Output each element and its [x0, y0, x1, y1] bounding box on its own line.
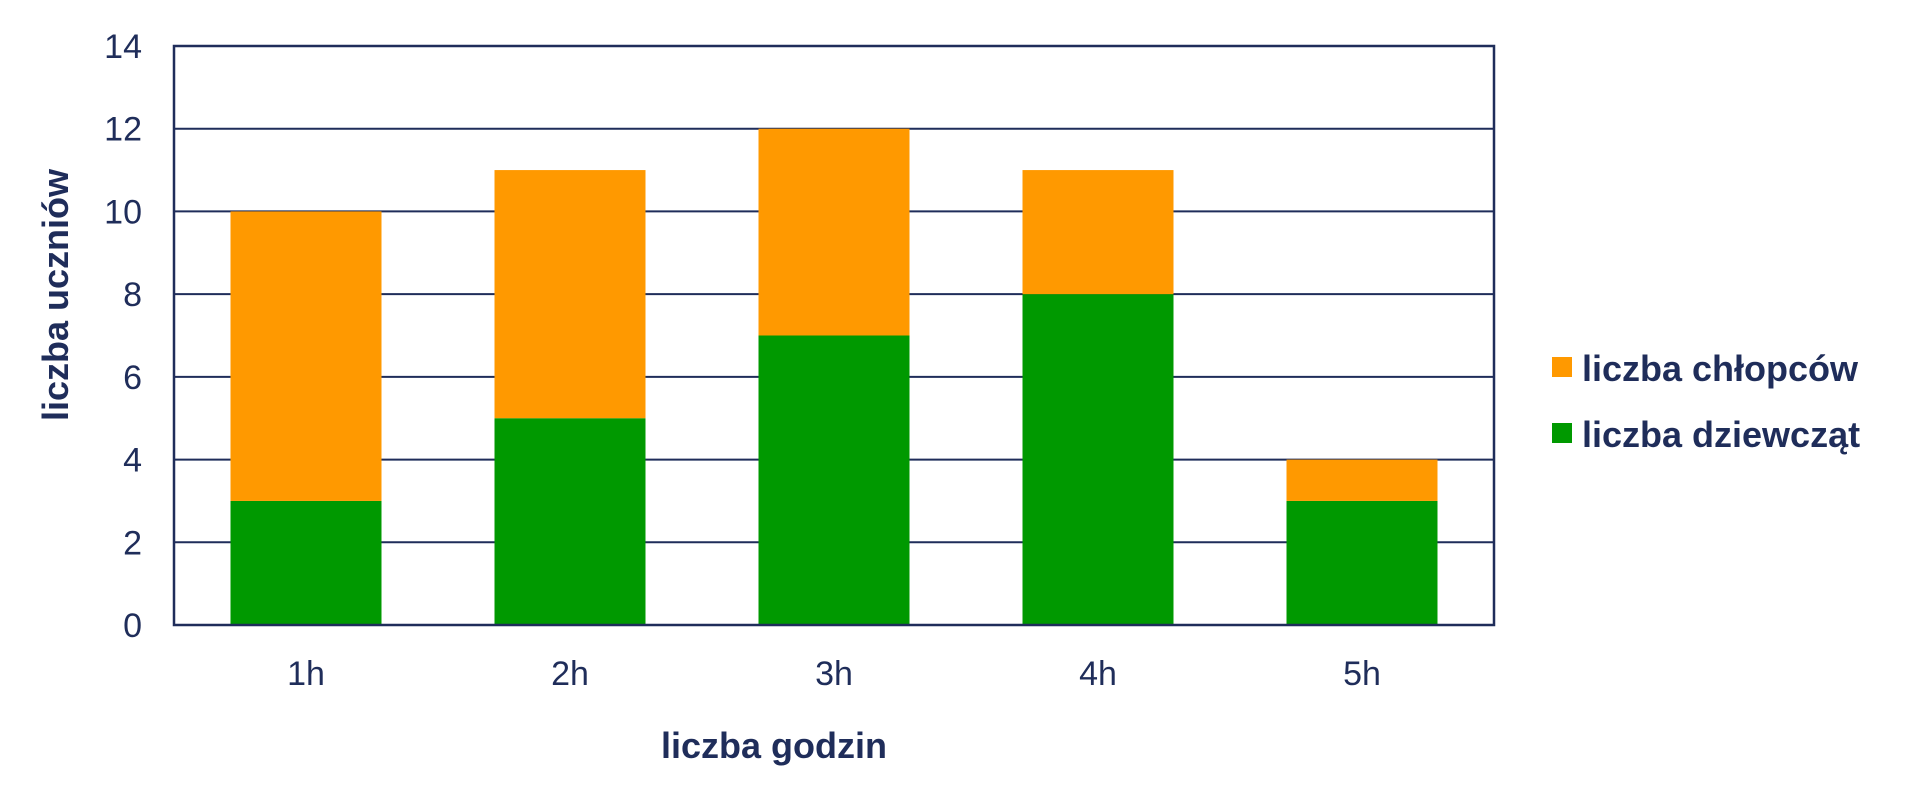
bar-5h-chlopcow: [1286, 459, 1438, 501]
bar-1h-dziewczat: [230, 500, 382, 625]
legend: liczba chłopców liczba dziewcząt: [1552, 348, 1860, 455]
y-tick-label: 8: [123, 276, 142, 314]
x-tick-label: 5h: [1343, 655, 1381, 693]
y-tick-labels: 0 2 4 6 8 10 12 14: [104, 28, 142, 645]
legend-label-chlopcow: liczba chłopców: [1582, 348, 1859, 389]
y-tick-label: 10: [104, 193, 142, 231]
x-tick-label: 1h: [287, 655, 325, 693]
y-tick-label: 2: [123, 524, 142, 562]
y-tick-label: 4: [123, 442, 142, 480]
legend-swatch-dziewczat: [1552, 423, 1572, 443]
plot-frame: [172, 44, 1496, 627]
x-tick-label: 3h: [815, 655, 853, 693]
legend-label-dziewczat: liczba dziewcząt: [1582, 414, 1860, 455]
y-tick-label: 14: [104, 28, 142, 66]
bar-4h-chlopcow: [1022, 170, 1174, 295]
bars: [230, 128, 1438, 625]
bar-1h-chlopcow: [230, 211, 382, 501]
bar-2h-chlopcow: [494, 170, 646, 419]
y-tick-label: 0: [123, 607, 142, 645]
x-tick-labels: 1h 2h 3h 4h 5h: [287, 655, 1381, 693]
x-axis-title: liczba godzin: [661, 725, 887, 766]
y-axis-title: liczba uczniów: [35, 168, 76, 421]
y-tick-label: 6: [123, 359, 142, 397]
x-tick-label: 2h: [551, 655, 589, 693]
bar-2h-dziewczat: [494, 418, 646, 625]
x-tick-label: 4h: [1079, 655, 1117, 693]
bar-5h-dziewczat: [1286, 500, 1438, 625]
bar-4h-dziewczat: [1022, 294, 1174, 625]
legend-swatch-chlopcow: [1552, 357, 1572, 377]
bar-3h-chlopcow: [758, 128, 910, 336]
y-tick-label: 12: [104, 111, 142, 149]
bar-3h-dziewczat: [758, 335, 910, 625]
